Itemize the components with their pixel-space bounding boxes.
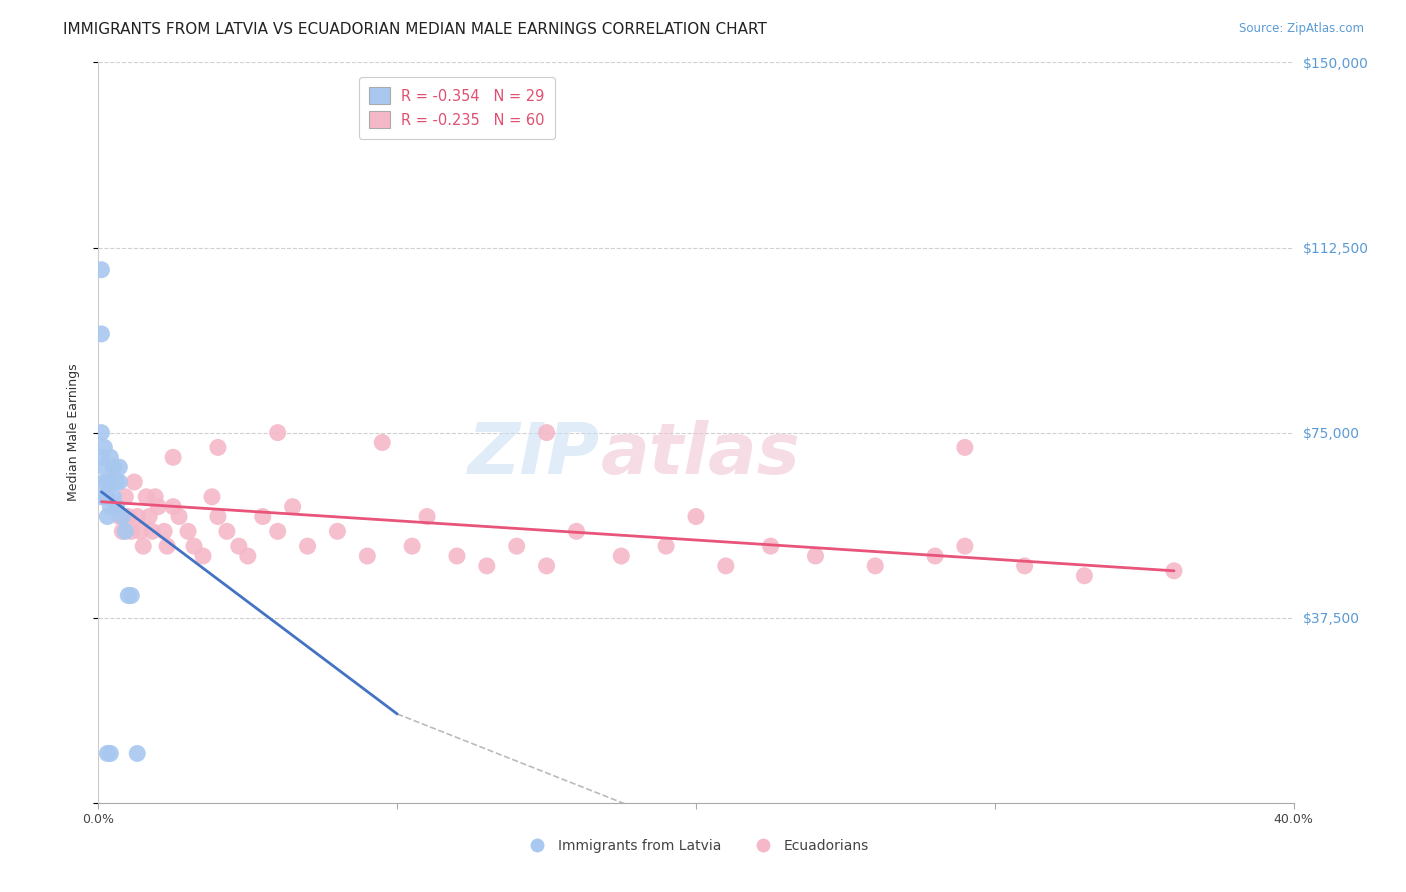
Point (685, 509, 707, 524)
Point (156, 539, 179, 553)
Point (281, 500, 304, 514)
Point (111, 524, 134, 539)
Point (162, 500, 184, 514)
Point (96, 475, 118, 489)
Point (93, 490, 115, 504)
Point (90, 425, 112, 440)
Point (103, 490, 125, 504)
Point (98, 500, 122, 514)
Point (506, 539, 529, 553)
Point (1163, 564, 1185, 578)
Point (114, 490, 136, 504)
Point (127, 747, 149, 761)
Text: IMMIGRANTS FROM LATVIA VS ECUADORIAN MEDIAN MALE EARNINGS CORRELATION CHART: IMMIGRANTS FROM LATVIA VS ECUADORIAN MED… (63, 22, 768, 37)
Point (143, 490, 166, 504)
Point (714, 558, 737, 573)
Point (207, 509, 229, 524)
Point (924, 549, 946, 563)
Point (120, 589, 142, 603)
Point (177, 524, 200, 539)
Point (138, 509, 160, 524)
Point (356, 549, 378, 563)
Point (804, 549, 827, 563)
Point (401, 539, 423, 553)
Point (90, 326, 112, 341)
Point (108, 509, 131, 524)
Point (267, 425, 290, 440)
Point (215, 524, 238, 539)
Point (536, 558, 558, 573)
Point (108, 475, 131, 489)
Point (98, 450, 122, 465)
Text: atlas: atlas (600, 420, 800, 490)
Point (129, 524, 152, 539)
Point (207, 441, 229, 455)
Y-axis label: Median Male Earnings: Median Male Earnings (67, 364, 80, 501)
Point (98, 747, 122, 761)
Point (127, 509, 149, 524)
Point (371, 435, 394, 450)
Point (124, 475, 146, 489)
Point (108, 460, 131, 475)
Point (90, 262, 112, 277)
Point (114, 524, 136, 539)
Point (162, 450, 184, 465)
Point (865, 558, 887, 573)
Point (117, 509, 139, 524)
Point (228, 539, 250, 553)
Point (96, 747, 118, 761)
Point (103, 460, 125, 475)
Point (98, 475, 122, 489)
Point (655, 539, 678, 553)
Point (111, 509, 134, 524)
Point (135, 490, 157, 504)
Point (141, 524, 163, 539)
Point (120, 524, 142, 539)
Point (475, 558, 498, 573)
Point (201, 490, 224, 504)
Point (446, 549, 468, 563)
Point (105, 500, 128, 514)
Point (267, 524, 290, 539)
Point (103, 475, 125, 489)
Point (103, 460, 125, 475)
Point (105, 475, 128, 489)
Point (148, 500, 170, 514)
Point (953, 539, 976, 553)
Point (953, 441, 976, 455)
Point (236, 549, 259, 563)
Point (565, 524, 588, 539)
Point (93, 441, 115, 455)
Point (610, 549, 633, 563)
Point (252, 509, 274, 524)
Legend: Immigrants from Latvia, Ecuadorians: Immigrants from Latvia, Ecuadorians (517, 834, 875, 859)
Point (117, 589, 139, 603)
Point (153, 524, 176, 539)
Point (105, 500, 128, 514)
Point (93, 475, 115, 489)
Point (759, 539, 782, 553)
Point (93, 460, 115, 475)
Text: Source: ZipAtlas.com: Source: ZipAtlas.com (1239, 22, 1364, 36)
Text: ZIP: ZIP (468, 420, 600, 490)
Point (297, 539, 319, 553)
Point (167, 509, 190, 524)
Point (98, 475, 122, 489)
Point (96, 490, 118, 504)
Point (96, 509, 118, 524)
Point (1073, 568, 1095, 582)
Point (191, 549, 214, 563)
Point (326, 524, 349, 539)
Point (132, 539, 155, 553)
Point (183, 539, 205, 553)
Point (536, 425, 558, 440)
Point (1014, 558, 1036, 573)
Point (90, 450, 112, 465)
Point (416, 509, 439, 524)
Point (90, 490, 112, 504)
